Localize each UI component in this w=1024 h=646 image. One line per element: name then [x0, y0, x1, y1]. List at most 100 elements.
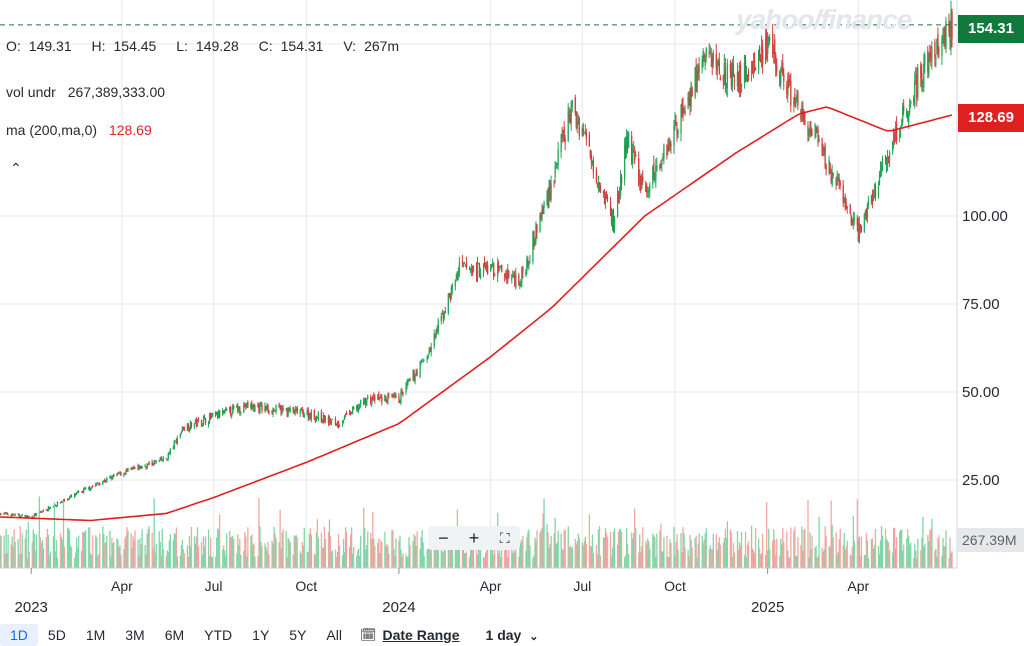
volume-bar — [12, 546, 14, 568]
candle-body — [374, 396, 376, 401]
volume-bar — [872, 548, 875, 568]
range-6m[interactable]: 6M — [164, 627, 185, 643]
candle-body — [342, 420, 345, 423]
candle-body — [18, 514, 20, 517]
range-all[interactable]: All — [326, 627, 342, 643]
volume-bar — [726, 521, 729, 568]
candle-body — [879, 168, 882, 178]
candle-body — [99, 483, 101, 486]
candle-body — [91, 486, 93, 489]
volume-bar — [873, 545, 876, 568]
candle-body — [740, 83, 743, 88]
candle-body — [359, 405, 361, 407]
candle-body — [942, 36, 944, 44]
volume-bar — [281, 532, 283, 568]
volume-bar — [585, 543, 588, 568]
candle-body — [935, 57, 937, 60]
candle-body — [532, 231, 534, 262]
price-chart[interactable]: 25.00 50.00 75.00 100.00 Apr Jul Oct Apr Jul Oct A… — [0, 0, 1024, 620]
range-1m[interactable]: 1M — [85, 627, 106, 643]
candle-body — [247, 401, 249, 408]
volume-bar — [365, 549, 367, 568]
volume-value: V: 267m — [343, 38, 400, 54]
fullscreen-icon[interactable]: ⛶ — [499, 529, 510, 546]
candle-body — [246, 402, 248, 407]
candle-body — [581, 127, 583, 136]
candle-body — [148, 461, 150, 465]
volume-bar — [568, 546, 570, 568]
volume-bar — [38, 496, 40, 568]
volume-bar — [599, 555, 602, 568]
volume-bar — [138, 556, 140, 568]
volume-bar — [76, 547, 79, 568]
volume-bar — [737, 549, 740, 568]
volume-bar — [555, 544, 557, 568]
volume-bar — [944, 546, 946, 568]
volume-bar — [74, 552, 77, 568]
range-5d[interactable]: 5D — [47, 627, 66, 643]
candle-body — [838, 178, 840, 186]
chart-area[interactable]: 25.00 50.00 75.00 100.00 Apr Jul Oct Apr Jul Oct A… — [0, 0, 1024, 620]
volume-bar — [880, 526, 883, 568]
candle-body — [554, 166, 556, 178]
volume-bar — [422, 542, 424, 568]
volume-bar — [927, 535, 929, 568]
candle-body — [470, 266, 473, 272]
range-ytd[interactable]: YTD — [204, 627, 233, 643]
volume-bar — [695, 535, 697, 568]
candle-body — [508, 270, 510, 279]
date-range-button[interactable]: Date Range — [382, 627, 460, 643]
plus-icon[interactable]: + — [468, 527, 480, 548]
volume-bar — [900, 529, 902, 568]
volume-bar — [254, 556, 256, 568]
candle-body — [888, 151, 891, 161]
candle-body — [392, 395, 394, 397]
chevron-up-icon[interactable]: ⌃ — [10, 160, 22, 176]
candle-body — [849, 204, 851, 214]
volume-bar — [505, 538, 507, 568]
volume-bar — [698, 533, 700, 568]
volume-bar — [638, 552, 640, 568]
candle-body — [288, 408, 290, 411]
range-1y[interactable]: 1Y — [252, 627, 270, 643]
candle-body — [570, 102, 572, 123]
volume-bar — [62, 500, 65, 568]
candle-body — [606, 197, 609, 199]
candle-body — [656, 165, 658, 171]
candle-body — [491, 266, 493, 268]
candle-body — [577, 121, 579, 123]
volume-bar — [69, 545, 72, 568]
range-1d[interactable]: 1D — [0, 624, 38, 646]
volume-legend[interactable]: vol undr 267,389,333.00 — [6, 84, 173, 100]
candle-body — [39, 511, 41, 513]
volume-bar — [336, 551, 339, 568]
candle-body — [856, 217, 859, 226]
interval-select[interactable]: 1 day ⌄ — [480, 627, 545, 643]
volume-bar — [106, 535, 108, 568]
candle-body — [775, 55, 777, 67]
candle-body — [194, 419, 197, 423]
volume-bar — [330, 551, 333, 568]
volume-bar — [680, 533, 682, 568]
volume-bar — [645, 540, 647, 568]
volume-bar — [426, 549, 428, 568]
range-5y[interactable]: 5Y — [289, 627, 307, 643]
volume-bar — [392, 530, 394, 568]
volume-bar — [186, 545, 189, 568]
calendar-icon[interactable]: 🗓 — [359, 627, 377, 642]
candle-body — [280, 406, 282, 415]
volume-bar — [768, 528, 770, 568]
volume-bar — [674, 556, 676, 568]
volume-bar — [853, 541, 855, 568]
candle-body — [712, 52, 714, 64]
volume-bar — [602, 537, 605, 568]
volume-bar — [548, 547, 550, 568]
ma200-line — [0, 106, 953, 522]
minus-icon[interactable]: − — [438, 527, 449, 548]
ma-legend[interactable]: ma (200,ma,0) 128.69 — [6, 122, 160, 138]
volume-bar — [181, 539, 184, 568]
candle-body — [688, 98, 690, 100]
range-3m[interactable]: 3M — [125, 627, 145, 643]
volume-bar — [174, 533, 176, 568]
candle-body — [590, 154, 593, 162]
